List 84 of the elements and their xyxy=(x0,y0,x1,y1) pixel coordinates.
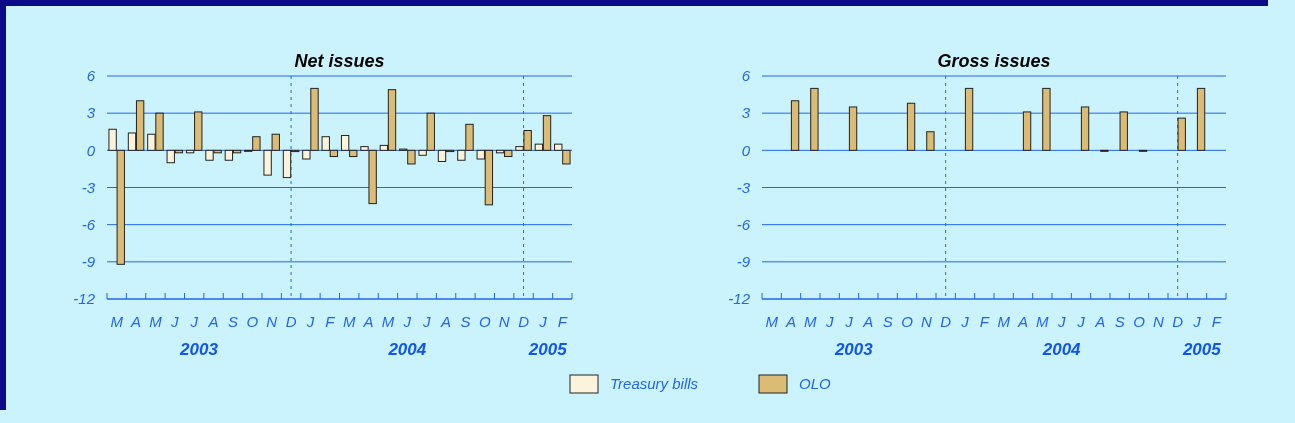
x-tick-label: A xyxy=(784,313,797,330)
text: 2005 xyxy=(527,340,568,359)
x-tick-label: D xyxy=(518,313,530,330)
text: 2004 xyxy=(387,340,427,359)
chart-title: Net issues xyxy=(294,51,385,71)
bar xyxy=(790,100,800,151)
x-tick-label: J xyxy=(421,313,431,330)
x-tick-label: S xyxy=(1114,313,1125,330)
x-tick-label: N xyxy=(498,313,510,330)
x-tick-label: J xyxy=(1056,313,1066,330)
y-tick-label: 3 xyxy=(741,104,751,122)
x-tick-label: F xyxy=(325,313,336,330)
y-tick-label: -3 xyxy=(736,178,751,196)
text: 2004 xyxy=(1041,340,1082,359)
x-tick-label: J xyxy=(960,313,970,330)
y-tick-label: -12 xyxy=(728,290,751,308)
bar xyxy=(810,87,819,151)
y-tick-label: -3 xyxy=(81,178,96,196)
text: 2003 xyxy=(179,340,219,359)
x-tick-label: M xyxy=(804,313,818,330)
bar xyxy=(964,87,974,151)
legend-label: Treasury bills xyxy=(610,375,699,393)
y-tick-label: 0 xyxy=(86,141,96,159)
y-tick-label: 0 xyxy=(741,141,751,159)
x-tick-label: O xyxy=(246,313,259,330)
x-tick-label: O xyxy=(478,313,491,330)
x-tick-label: O xyxy=(1133,313,1146,330)
y-tick-label: -9 xyxy=(81,253,96,271)
x-tick-label: S xyxy=(460,313,471,330)
x-tick-label: F xyxy=(557,313,568,330)
y-tick-label: 6 xyxy=(86,67,96,85)
y-tick-label: -6 xyxy=(81,215,96,233)
y-tick-label: -9 xyxy=(736,253,751,271)
x-tick-label: J xyxy=(1076,313,1086,330)
bar xyxy=(1022,111,1032,151)
x-tick-label: D xyxy=(285,313,297,330)
x-tick-label: J xyxy=(844,313,854,330)
x-tick-label: S xyxy=(227,313,238,330)
x-tick-label: N xyxy=(1152,313,1164,330)
chart-title: Gross issues xyxy=(937,51,1051,71)
y-tick-label: -12 xyxy=(73,290,96,308)
x-tick-label: M xyxy=(1036,313,1050,330)
x-tick-label: M xyxy=(997,313,1011,330)
x-tick-label: J xyxy=(305,313,315,330)
x-tick-label: O xyxy=(901,313,914,330)
x-tick-label: A xyxy=(440,313,452,330)
x-tick-label: A xyxy=(130,313,142,330)
x-tick-label: F xyxy=(979,313,990,330)
bar xyxy=(1080,106,1090,151)
bar xyxy=(906,102,916,151)
x-tick-label: M xyxy=(149,313,163,330)
bar xyxy=(926,131,935,151)
x-tick-label: A xyxy=(1016,313,1029,330)
x-tick-label: M xyxy=(381,313,395,330)
x-tick-label: J xyxy=(538,313,548,330)
x-tick-label: J xyxy=(189,313,199,330)
bar xyxy=(1196,87,1206,151)
x-tick-label: N xyxy=(920,313,932,330)
x-tick-label: F xyxy=(1211,313,1222,330)
text: 2005 xyxy=(1181,340,1222,359)
bar xyxy=(1042,87,1051,151)
y-tick-label: -6 xyxy=(736,215,751,233)
x-tick-label: J xyxy=(402,313,412,330)
x-tick-label: M xyxy=(342,313,356,330)
x-tick-label: S xyxy=(882,313,893,330)
bar xyxy=(1177,117,1186,151)
y-tick-label: 6 xyxy=(741,67,751,85)
bar xyxy=(848,106,858,151)
x-tick-label: D xyxy=(940,313,952,330)
text: 2003 xyxy=(833,340,874,359)
y-tick-label: 3 xyxy=(86,104,96,122)
bar xyxy=(1119,111,1128,151)
x-tick-label: D xyxy=(1172,313,1184,330)
x-tick-label: N xyxy=(266,313,278,330)
x-tick-label: A xyxy=(1094,313,1106,330)
legend-label: OLO xyxy=(799,375,832,393)
x-tick-label: A xyxy=(362,313,374,330)
x-tick-label: M xyxy=(765,313,779,330)
x-tick-label: A xyxy=(862,313,874,330)
x-tick-label: J xyxy=(824,313,834,330)
x-tick-label: A xyxy=(207,313,219,330)
x-tick-label: M xyxy=(110,313,124,330)
x-tick-label: J xyxy=(170,313,180,330)
x-tick-label: J xyxy=(1192,313,1202,330)
